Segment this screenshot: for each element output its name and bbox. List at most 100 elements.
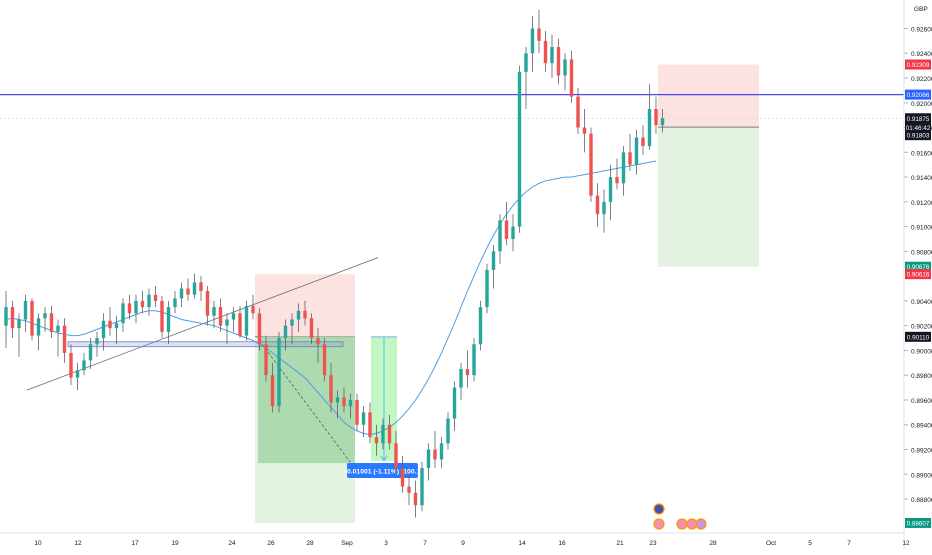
candle[interactable] xyxy=(17,313,21,357)
candle[interactable] xyxy=(56,319,60,357)
candle[interactable] xyxy=(491,245,496,289)
candle[interactable] xyxy=(43,307,47,332)
candle[interactable] xyxy=(36,313,41,351)
candle[interactable] xyxy=(485,263,489,314)
candle[interactable] xyxy=(368,402,372,444)
candle[interactable] xyxy=(309,313,314,345)
take-profit-zone[interactable] xyxy=(658,127,759,267)
candle[interactable] xyxy=(186,278,190,301)
candle[interactable] xyxy=(153,286,158,308)
candle[interactable] xyxy=(166,300,171,345)
candle[interactable] xyxy=(641,125,645,155)
candle[interactable] xyxy=(595,183,600,227)
candle[interactable] xyxy=(290,313,294,345)
candle[interactable] xyxy=(355,393,359,431)
candle[interactable] xyxy=(88,338,93,370)
candle[interactable] xyxy=(381,418,385,450)
candle[interactable] xyxy=(277,331,281,413)
economic-event-icon[interactable] xyxy=(653,518,665,530)
candle[interactable] xyxy=(628,133,632,171)
candle[interactable] xyxy=(335,390,340,419)
candle[interactable] xyxy=(322,338,327,382)
candle[interactable] xyxy=(530,16,535,72)
candle[interactable] xyxy=(121,298,125,332)
candle[interactable] xyxy=(394,430,398,475)
candle[interactable] xyxy=(387,414,392,450)
support-rectangle[interactable] xyxy=(67,341,344,348)
candle[interactable] xyxy=(270,362,275,413)
candle[interactable] xyxy=(342,387,346,413)
candle[interactable] xyxy=(407,474,411,506)
candle[interactable] xyxy=(30,298,34,341)
candle[interactable] xyxy=(563,53,567,91)
candle[interactable] xyxy=(517,65,522,233)
candle[interactable] xyxy=(550,34,554,79)
candle[interactable] xyxy=(556,38,561,85)
candle[interactable] xyxy=(498,214,502,264)
candle[interactable] xyxy=(23,294,28,332)
candle[interactable] xyxy=(251,294,255,320)
candle[interactable] xyxy=(511,214,515,252)
candle[interactable] xyxy=(147,288,151,316)
candle[interactable] xyxy=(348,393,353,419)
candle[interactable] xyxy=(283,319,288,351)
candle[interactable] xyxy=(127,294,132,320)
candle[interactable] xyxy=(413,480,418,518)
candle[interactable] xyxy=(108,307,112,336)
candle[interactable] xyxy=(582,108,587,153)
candle[interactable] xyxy=(439,437,444,469)
candle[interactable] xyxy=(179,282,184,308)
candle[interactable] xyxy=(82,352,86,376)
candle[interactable] xyxy=(205,286,210,326)
candle[interactable] xyxy=(95,331,99,357)
candle[interactable] xyxy=(420,461,424,512)
economic-event-icon[interactable] xyxy=(676,518,688,530)
candle[interactable] xyxy=(647,84,652,150)
economic-event-icon[interactable] xyxy=(695,518,707,530)
candle[interactable] xyxy=(296,303,301,332)
stop-loss-zone[interactable] xyxy=(658,64,759,128)
candle[interactable] xyxy=(316,328,320,363)
candle[interactable] xyxy=(101,313,106,351)
candle[interactable] xyxy=(257,308,262,351)
candle[interactable] xyxy=(374,424,379,456)
candle[interactable] xyxy=(465,350,470,388)
candle[interactable] xyxy=(114,315,119,345)
candle[interactable] xyxy=(543,30,548,72)
candle[interactable] xyxy=(134,294,138,324)
candle[interactable] xyxy=(478,300,483,351)
candle[interactable] xyxy=(446,412,450,450)
candle[interactable] xyxy=(576,87,580,134)
candle[interactable] xyxy=(264,335,268,382)
candle[interactable] xyxy=(69,344,73,386)
candle[interactable] xyxy=(140,291,145,314)
candle[interactable] xyxy=(634,130,639,175)
candle[interactable] xyxy=(4,291,8,348)
candle[interactable] xyxy=(426,443,431,481)
candle[interactable] xyxy=(452,381,457,431)
candle[interactable] xyxy=(504,201,509,246)
candle[interactable] xyxy=(400,455,405,493)
candle[interactable] xyxy=(10,300,15,339)
candle[interactable] xyxy=(615,158,619,190)
candle[interactable] xyxy=(173,291,177,314)
candle[interactable] xyxy=(472,338,476,382)
measure-label-box[interactable] xyxy=(347,463,418,478)
candle[interactable] xyxy=(49,305,54,339)
candle[interactable] xyxy=(212,300,216,329)
candle[interactable] xyxy=(192,273,197,299)
candle[interactable] xyxy=(199,276,203,301)
candle[interactable] xyxy=(62,318,67,363)
candle[interactable] xyxy=(75,362,80,391)
candle[interactable] xyxy=(608,164,613,221)
candle[interactable] xyxy=(231,307,236,332)
candle[interactable] xyxy=(433,430,437,469)
candle[interactable] xyxy=(589,127,593,202)
candle[interactable] xyxy=(660,108,665,133)
candle[interactable] xyxy=(303,300,307,326)
candle[interactable] xyxy=(329,362,333,413)
candle[interactable] xyxy=(602,189,606,233)
candle[interactable] xyxy=(218,298,223,332)
